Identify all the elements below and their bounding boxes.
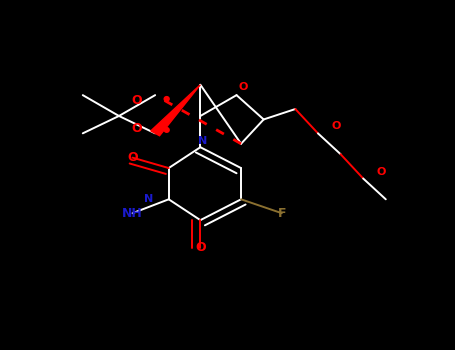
Text: O: O [195, 241, 206, 254]
Text: N: N [198, 136, 207, 146]
Text: O: O [331, 121, 341, 131]
Text: ●: ● [163, 94, 170, 103]
Text: N: N [144, 194, 153, 204]
Text: O: O [132, 121, 142, 135]
Text: NH: NH [122, 207, 143, 220]
Text: O: O [132, 94, 142, 107]
Text: O: O [377, 167, 386, 176]
Polygon shape [151, 85, 200, 136]
Text: O: O [127, 151, 138, 164]
Text: F: F [278, 207, 286, 220]
Text: O: O [238, 83, 248, 92]
Text: ●: ● [163, 125, 170, 134]
